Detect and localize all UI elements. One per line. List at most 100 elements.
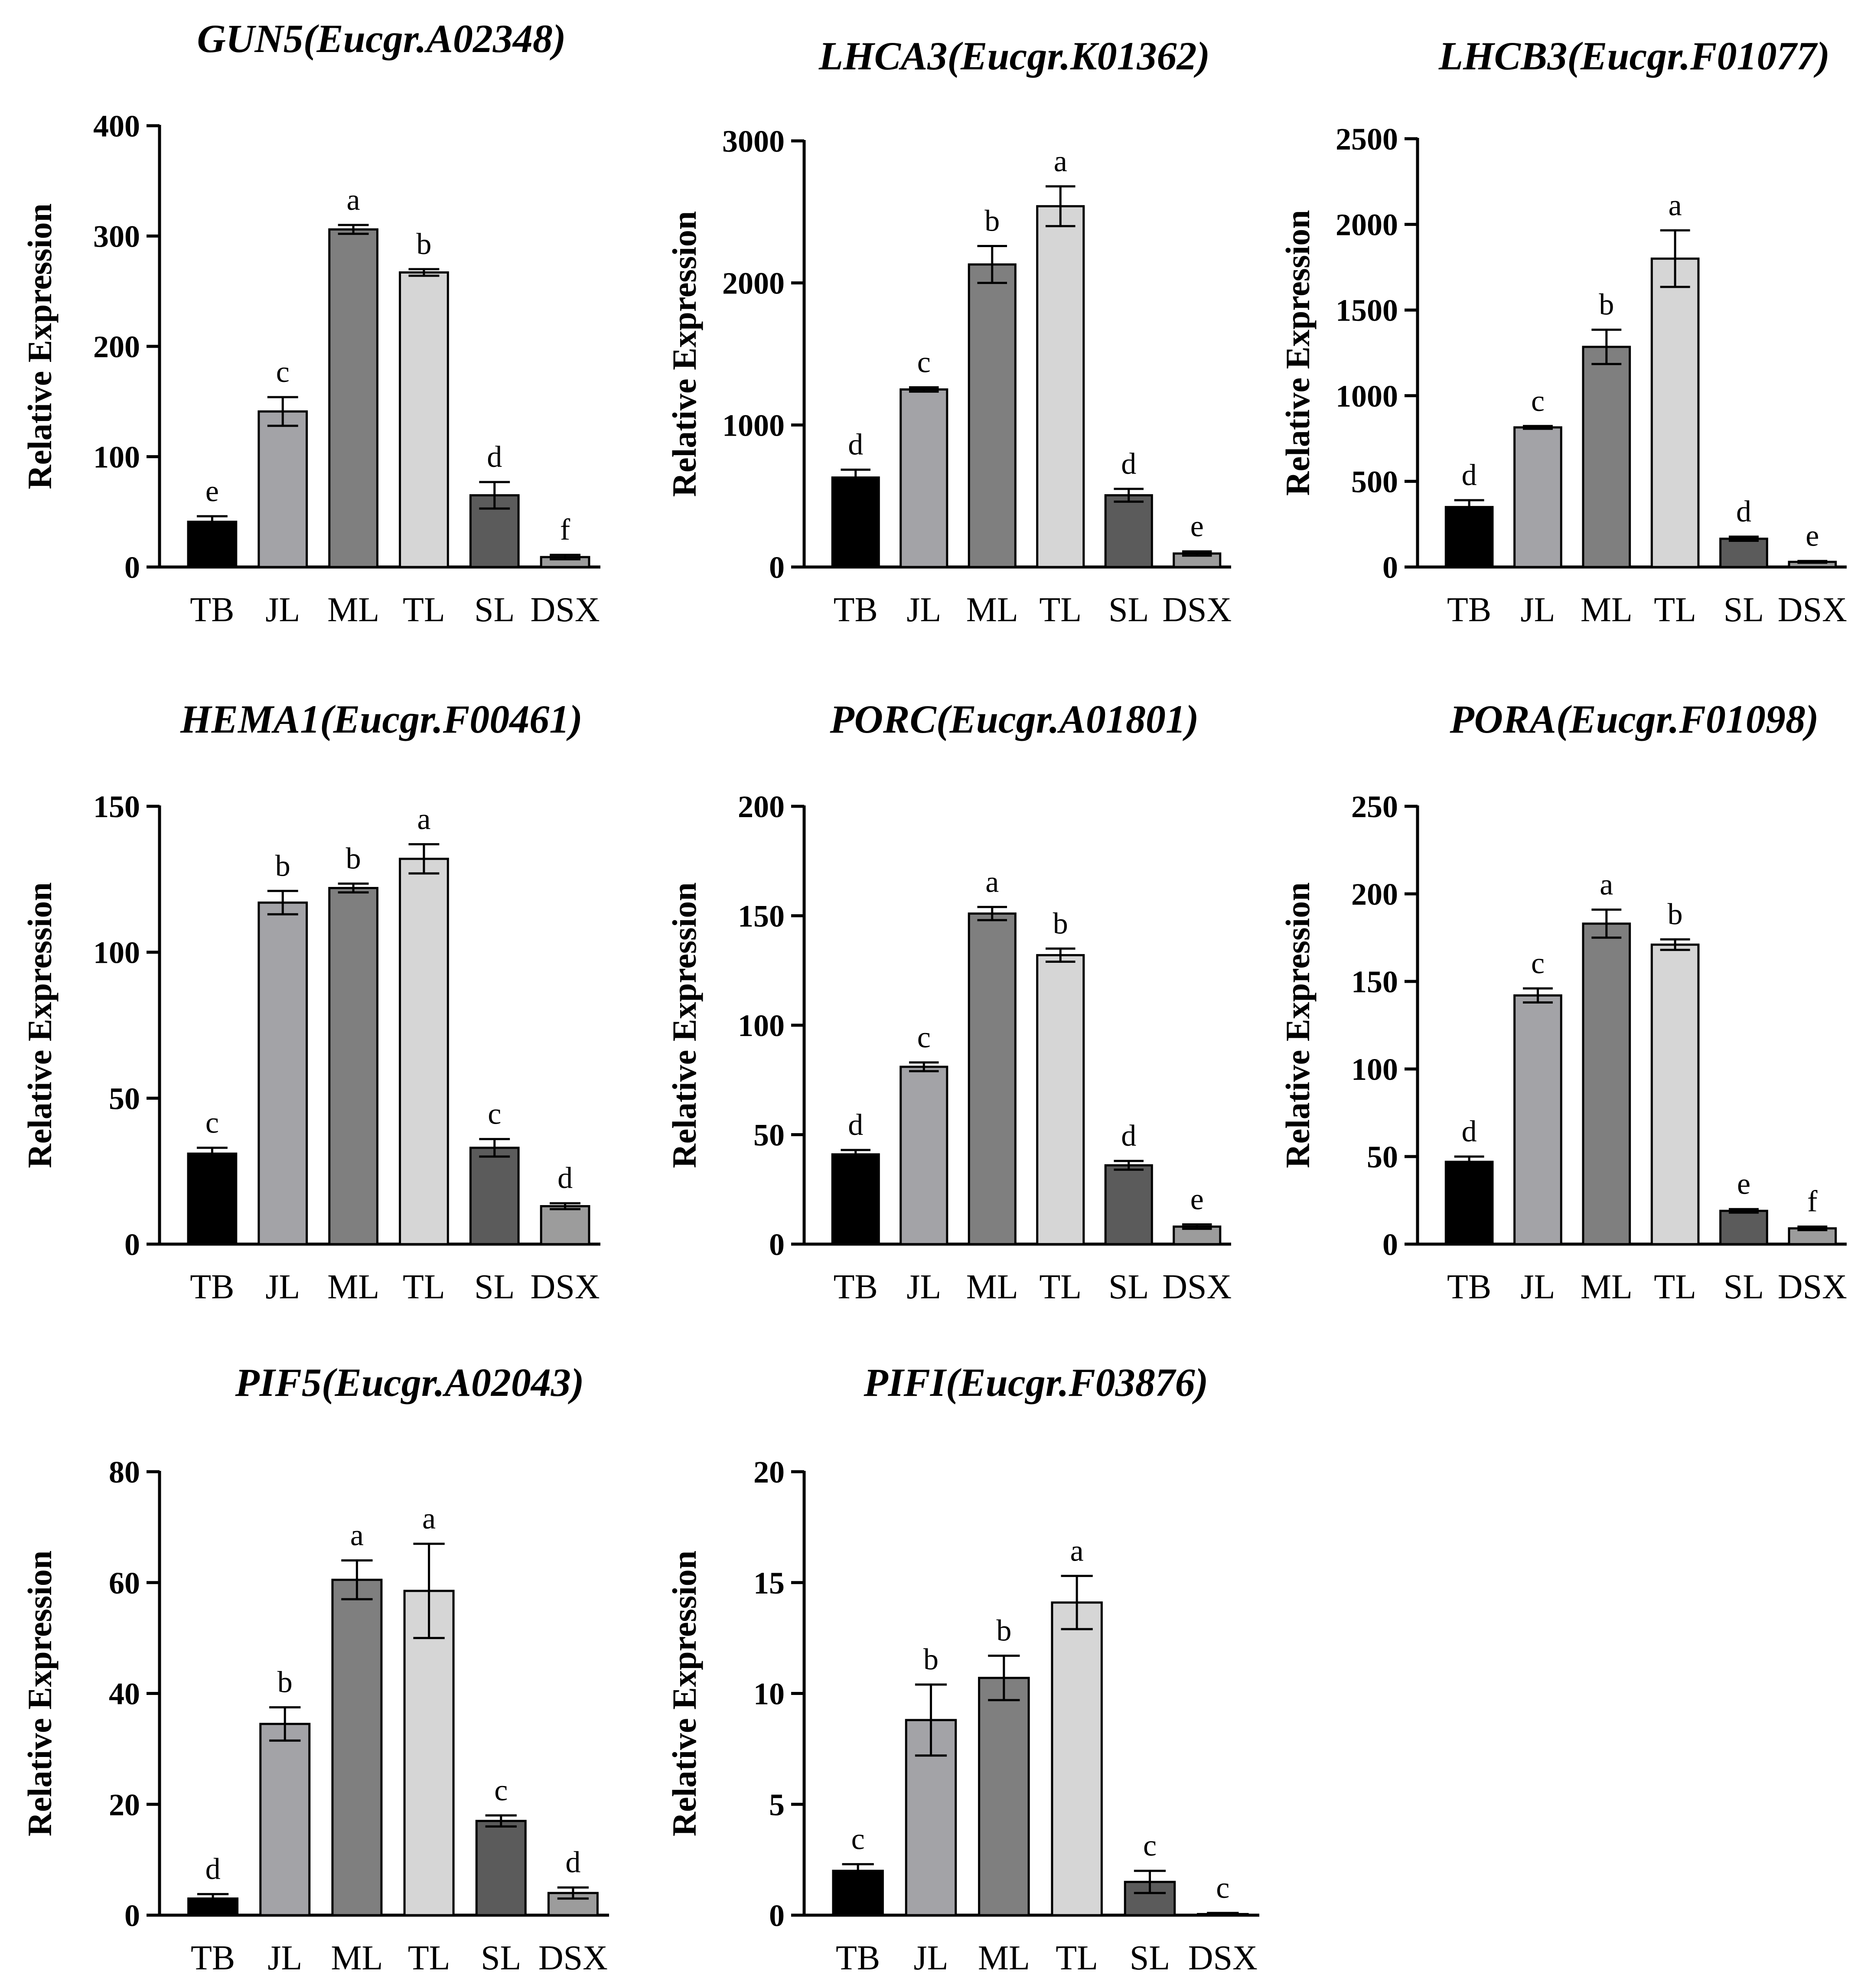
x-tick-label: TL bbox=[1654, 591, 1696, 629]
chart-panel-5: PORC(Eucgr.A01801) Relative Expression 0 50… bbox=[665, 697, 1232, 1306]
x-tick-label: TL bbox=[1654, 1268, 1696, 1306]
significance-letter: a bbox=[1054, 145, 1067, 178]
x-tick-label: ML bbox=[966, 1268, 1018, 1306]
x-tick-label: TB bbox=[836, 1939, 880, 1977]
significance-letter: c bbox=[488, 1098, 501, 1131]
y-axis-label: Relative Expression bbox=[1279, 210, 1317, 495]
x-tick-label: ML bbox=[978, 1939, 1030, 1977]
y-axis-label: Relative Expression bbox=[1279, 882, 1317, 1168]
significance-letter: a bbox=[1600, 868, 1613, 901]
chart-title: PORC(Eucgr.A01801) bbox=[829, 697, 1199, 741]
significance-letter: a bbox=[1070, 1534, 1084, 1568]
significance-letter: d bbox=[557, 1162, 573, 1195]
x-tick-label: TL bbox=[403, 1268, 445, 1306]
x-tick-label: DSX bbox=[1778, 1268, 1847, 1306]
y-tick-label: 0 bbox=[124, 1227, 140, 1262]
x-tick-label: DSX bbox=[531, 1268, 600, 1306]
x-tick-label: ML bbox=[1581, 591, 1633, 629]
y-axis-label: Relative Expression bbox=[665, 211, 703, 497]
bar-jl bbox=[257, 901, 308, 1245]
y-tick-label: 200 bbox=[93, 329, 140, 364]
bar-tb bbox=[831, 1153, 880, 1245]
x-tick-label: JL bbox=[265, 1268, 300, 1306]
significance-letter: d bbox=[487, 440, 502, 474]
significance-letter: a bbox=[350, 1519, 364, 1552]
bar-sl bbox=[1104, 494, 1153, 568]
bar-tl bbox=[1036, 954, 1085, 1245]
y-tick-label: 40 bbox=[109, 1677, 140, 1711]
y-axis-label: Relative Expression bbox=[21, 882, 59, 1168]
bar-jl bbox=[905, 1719, 957, 1916]
y-tick-label: 5 bbox=[769, 1787, 785, 1822]
y-tick-label: 100 bbox=[93, 440, 140, 475]
y-tick-label: 150 bbox=[1351, 965, 1398, 999]
significance-letter: c bbox=[1143, 1829, 1157, 1863]
y-tick-label: 150 bbox=[738, 899, 785, 934]
bar-sl bbox=[1719, 538, 1768, 568]
y-axis-label: Relative Expression bbox=[665, 882, 703, 1168]
y-tick-label: 250 bbox=[1351, 789, 1398, 824]
bar-tb bbox=[832, 1870, 884, 1916]
x-tick-label: TL bbox=[1039, 1268, 1082, 1306]
significance-letter: b bbox=[1599, 288, 1614, 322]
y-axis-label: Relative Expression bbox=[665, 1551, 703, 1836]
bar-sl bbox=[1719, 1209, 1768, 1245]
x-tick-label: ML bbox=[331, 1939, 383, 1977]
x-tick-label: DSX bbox=[1188, 1939, 1258, 1977]
y-tick-label: 100 bbox=[1351, 1052, 1398, 1087]
x-tick-label: JL bbox=[914, 1939, 948, 1977]
x-tick-label: SL bbox=[1130, 1939, 1170, 1977]
significance-letter: a bbox=[422, 1502, 436, 1535]
x-tick-label: TB bbox=[834, 1268, 878, 1306]
x-tick-label: ML bbox=[1581, 1268, 1633, 1306]
y-tick-label: 80 bbox=[109, 1455, 140, 1489]
chart-title: PIF5(Eucgr.A02043) bbox=[235, 1360, 584, 1405]
x-tick-label: TL bbox=[403, 591, 445, 629]
bar-jl bbox=[259, 1723, 311, 1916]
y-tick-label: 2000 bbox=[1336, 208, 1398, 242]
y-tick-label: 400 bbox=[93, 109, 140, 143]
y-tick-label: 2500 bbox=[1336, 122, 1398, 156]
x-tick-label: JL bbox=[906, 1268, 941, 1306]
bar-jl bbox=[900, 388, 948, 568]
significance-letter: a bbox=[347, 183, 360, 217]
y-tick-label: 1500 bbox=[1336, 293, 1398, 328]
y-tick-label: 0 bbox=[1382, 550, 1398, 585]
significance-letter: d bbox=[1121, 447, 1136, 481]
bar-tl bbox=[399, 857, 449, 1245]
chart-panel-7: PIF5(Eucgr.A02043) Relative Expression 0 20… bbox=[21, 1360, 609, 1977]
bar-jl bbox=[1513, 994, 1562, 1245]
bar-tl bbox=[399, 271, 449, 568]
significance-letter: e bbox=[1737, 1167, 1750, 1201]
y-tick-label: 150 bbox=[93, 789, 140, 824]
significance-letter: c bbox=[1531, 947, 1545, 980]
bar-dsx bbox=[540, 1205, 590, 1245]
bar-ml bbox=[328, 887, 378, 1245]
bar-ml bbox=[1582, 345, 1631, 568]
y-tick-label: 50 bbox=[753, 1118, 785, 1153]
y-tick-label: 0 bbox=[769, 1227, 785, 1262]
x-tick-label: DSX bbox=[538, 1939, 608, 1977]
significance-letter: e bbox=[1190, 1183, 1204, 1216]
x-tick-label: TB bbox=[190, 591, 234, 629]
x-tick-label: SL bbox=[1108, 591, 1149, 629]
y-tick-label: 1000 bbox=[722, 408, 785, 443]
bar-tb bbox=[831, 476, 880, 568]
x-tick-label: TB bbox=[834, 591, 878, 629]
x-tick-label: JL bbox=[906, 591, 941, 629]
bar-ml bbox=[968, 912, 1017, 1245]
bar-sl bbox=[469, 1147, 520, 1245]
bar-tl bbox=[1650, 943, 1700, 1245]
significance-letter: d bbox=[565, 1846, 580, 1879]
bar-ml bbox=[978, 1677, 1030, 1916]
bar-tl bbox=[1650, 257, 1700, 568]
chart-panel-8: PIFI(Eucgr.F03876) Relative Expression 0 5 1… bbox=[665, 1360, 1259, 1977]
x-tick-label: TL bbox=[408, 1939, 450, 1977]
bar-jl bbox=[900, 1066, 948, 1245]
y-tick-label: 500 bbox=[1351, 464, 1398, 499]
x-tick-label: ML bbox=[327, 1268, 379, 1306]
x-tick-label: SL bbox=[1108, 1268, 1149, 1306]
significance-letter: d bbox=[205, 1852, 221, 1886]
y-tick-label: 300 bbox=[93, 219, 140, 254]
significance-letter: c bbox=[205, 1106, 219, 1140]
